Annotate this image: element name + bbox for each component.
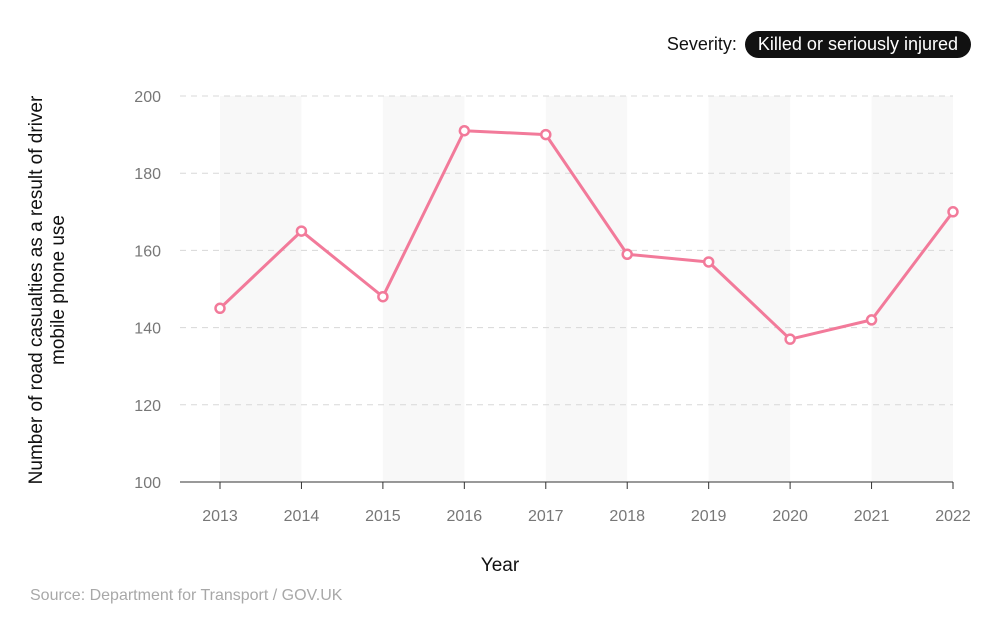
x-tick-label: 2019 [691, 508, 727, 525]
y-tick-label: 140 [134, 321, 161, 338]
y-tick-label: 160 [134, 243, 161, 260]
y-tick-label: 200 [134, 89, 161, 106]
data-point [377, 290, 389, 303]
data-point [458, 124, 471, 137]
x-tick-label: 2013 [202, 508, 238, 525]
y-tick-label: 100 [134, 475, 161, 492]
x-tick-label: 2020 [772, 508, 808, 525]
x-tick-label: 2014 [284, 508, 320, 525]
data-point [784, 333, 796, 345]
x-tick-label: 2018 [609, 508, 645, 525]
legend: Severity: Killed or seriously injured [667, 31, 971, 58]
data-point [214, 302, 226, 315]
data-point [947, 206, 959, 218]
x-tick-label: 2015 [365, 508, 401, 525]
y-axis-label: Number of road casualties as a result of… [26, 80, 70, 500]
legend-label: Severity: [666, 34, 737, 54]
severity-selector[interactable]: Killed or seriously injured [744, 31, 971, 58]
x-axis-label: Year [480, 555, 520, 576]
y-axis-label-text: Number of road casualties as a result of… [26, 95, 69, 485]
data-point [295, 225, 308, 237]
background-band [871, 96, 953, 482]
y-tick-label: 120 [134, 398, 161, 415]
background-band [545, 96, 628, 482]
source-note: Source: Department for Transport / GOV.U… [30, 587, 343, 604]
series-line [218, 129, 955, 341]
x-tick-label: 2017 [528, 508, 564, 525]
background-band [708, 96, 791, 482]
x-tick-label: 2021 [854, 508, 890, 525]
background-band [220, 96, 302, 482]
y-tick-label: 180 [134, 166, 161, 183]
data-point [621, 248, 633, 261]
data-point [865, 314, 878, 326]
data-point [540, 128, 552, 141]
data-point [702, 256, 715, 268]
x-tick-label: 2022 [935, 508, 971, 525]
x-tick-label: 2016 [447, 508, 483, 525]
